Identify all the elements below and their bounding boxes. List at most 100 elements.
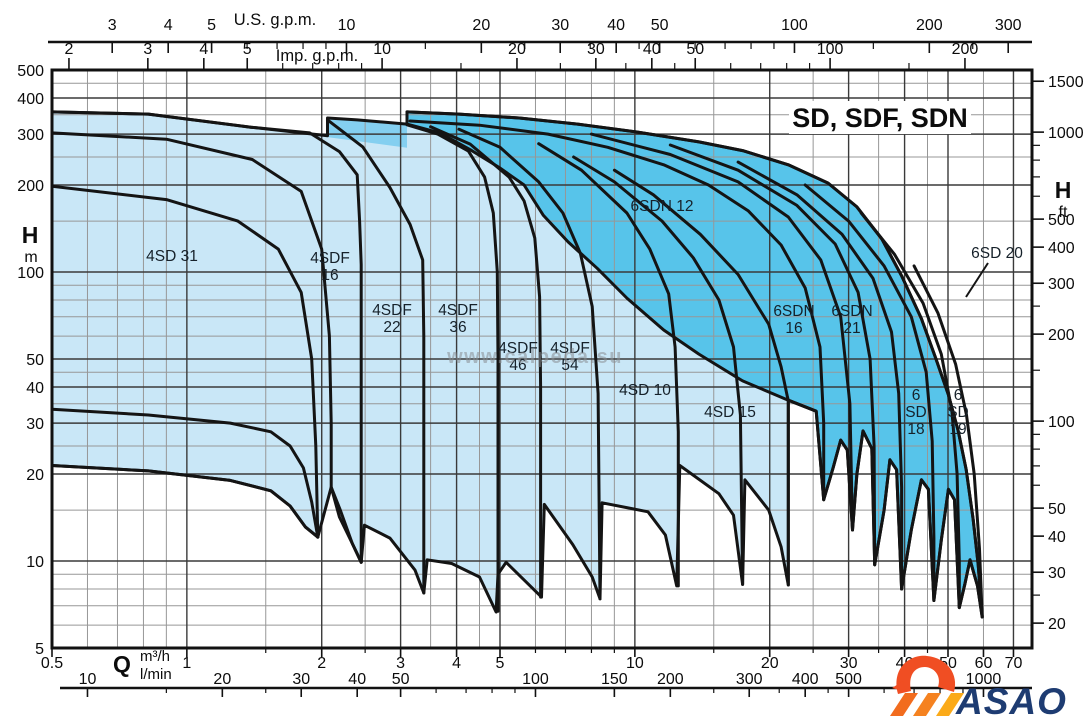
axis-tick-label: 400 <box>1048 240 1075 257</box>
pump-curve <box>803 183 936 602</box>
pump-curves <box>52 110 984 619</box>
axis-tick-label: 50 <box>1048 501 1066 518</box>
axis-tick-label: 500 <box>835 671 862 688</box>
chart-title: SD, SDF, SDN <box>792 103 968 133</box>
left-axis-unit: m <box>24 249 37 266</box>
axis-tick-label: 100 <box>17 265 44 282</box>
pump-curve <box>612 168 790 587</box>
pump-curve <box>52 110 363 564</box>
pump-curve <box>589 132 854 532</box>
asao-logo-stripe-2 <box>913 693 941 716</box>
pump-curve <box>912 264 984 619</box>
axis-tick-label: 300 <box>736 671 763 688</box>
pump-model-label: 4SDF 54 <box>550 340 590 374</box>
axis-tick-label: 20 <box>761 655 779 672</box>
pump-model-label: 4SD 10 <box>619 382 671 399</box>
axis-tick-label: 5 <box>207 17 216 34</box>
axis-tick-label: 20 <box>26 467 44 484</box>
axis-tick-label: 200 <box>17 178 44 195</box>
axis-tick-label: 200 <box>916 17 943 34</box>
asao-logo-stripe-3 <box>936 693 964 716</box>
axis-tick-label: 3 <box>396 655 405 672</box>
pump-curve <box>408 119 826 502</box>
watermark: www.calpeda.su <box>446 346 623 368</box>
axis-tick-label: 40 <box>643 41 661 58</box>
axis-tick-label: 10 <box>79 671 97 688</box>
axis-tick-label: 500 <box>17 63 44 80</box>
pump-model-label: 6SDN 12 <box>631 198 694 215</box>
axis-tick-label: 30 <box>587 41 605 58</box>
asao-logo-text: ASAO <box>955 681 1067 717</box>
top-imp-axis-label: Imp. g.p.m. <box>276 47 359 65</box>
axis-tick-label: 100 <box>522 671 549 688</box>
pump-curve <box>736 160 904 591</box>
pump-model-label: 6SD 20 <box>971 245 1023 262</box>
pump-model-label: 4SD 31 <box>146 248 198 265</box>
axis-tick-label: 150 <box>601 671 628 688</box>
pump-model-label: 6SDN 21 <box>831 303 872 337</box>
pump-curve <box>52 464 320 539</box>
pump-curve <box>429 125 543 599</box>
asao-logo-beak <box>892 681 906 692</box>
pump-model-label: 4SDF 22 <box>372 302 412 336</box>
axis-tick-label: 200 <box>952 41 979 58</box>
pump-curve <box>405 123 500 613</box>
axis-tick-label: 1000 <box>966 671 1002 688</box>
axis-tick-label: 300 <box>995 17 1022 34</box>
axis-tick-label: 40 <box>26 380 44 397</box>
axis-tick-label: 100 <box>781 17 808 34</box>
pump-model-label: 6 SD 18 <box>905 387 927 438</box>
pointer-line-6sd20 <box>965 262 989 298</box>
pump-model-label: 4SD 15 <box>704 404 756 421</box>
axis-tick-label: 2 <box>317 655 326 672</box>
pump-model-label: 4SDF 46 <box>498 340 538 374</box>
axis-tick-label: 70 <box>1005 655 1023 672</box>
pump-model-label: 4SDF 36 <box>438 302 478 336</box>
pump-curve <box>52 131 363 564</box>
axis-tick-label: 10 <box>626 655 644 672</box>
axis-tick-label: 30 <box>551 17 569 34</box>
axis-tick-label: 200 <box>1048 327 1075 344</box>
pump-curve <box>326 118 426 595</box>
axis-tick-label: 4 <box>164 17 173 34</box>
axis-tick-label: 50 <box>686 41 704 58</box>
axis-tick-label: 20 <box>472 17 490 34</box>
pump-field-fills <box>52 111 983 618</box>
pump-curve <box>859 211 961 610</box>
axis-tick-label: 3 <box>108 17 117 34</box>
bottom-axis-unit-lmin: l/min <box>140 666 172 683</box>
axis-tick-label: 20 <box>1048 616 1066 633</box>
axis-tick-label: 400 <box>792 671 819 688</box>
axis-tick-label: 20 <box>213 671 231 688</box>
axis-tick-label: 300 <box>1048 276 1075 293</box>
pump-curve <box>668 143 877 567</box>
axis-tick-label: 500 <box>1048 212 1075 229</box>
plot-border <box>50 68 1034 650</box>
axis-tick-label: 50 <box>392 671 410 688</box>
axis-tick-label: 30 <box>840 655 858 672</box>
axis-tick-label: 100 <box>817 41 844 58</box>
axis-tick-label: 1500 <box>1048 74 1084 91</box>
bottom-axis-letter: Q <box>113 651 131 677</box>
axis-tick-label: 200 <box>657 671 684 688</box>
axis-tick-label: 10 <box>373 41 391 58</box>
pump-model-label: 6 SD 19 <box>947 387 969 438</box>
axis-tick-label: 30 <box>26 416 44 433</box>
axis-unit-labels: H m H ft U.S. g.p.m. Imp. g.p.m. Q m³/h … <box>22 11 1072 683</box>
axis-tick-label: 2 <box>64 41 73 58</box>
axis-tick-label: 30 <box>1048 565 1066 582</box>
axis-tick-label: 40 <box>348 671 366 688</box>
axis-tick-label: 40 <box>1048 529 1066 546</box>
axis-tick-label: 100 <box>1048 414 1075 431</box>
axis-tick-label: 300 <box>17 127 44 144</box>
axis-tick-label: 400 <box>17 91 44 108</box>
right-axis-unit: ft <box>1059 204 1068 221</box>
bottom-axis-unit-m3h: m³/h <box>140 648 170 665</box>
left-axis-letter: H <box>22 222 39 248</box>
chart-title-group: SD, SDF, SDN <box>789 101 971 134</box>
asao-logo-stripe-1 <box>890 693 918 716</box>
axis-tick-label: 1 <box>182 655 191 672</box>
